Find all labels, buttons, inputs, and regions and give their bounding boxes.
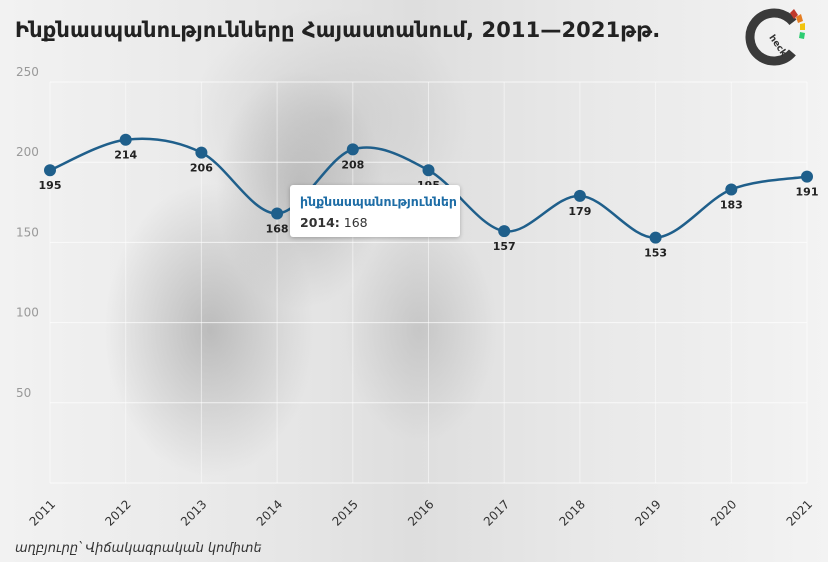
x-tick-label: 2016 [405, 497, 436, 528]
data-point [195, 146, 208, 159]
x-tick-label: 2018 [557, 497, 588, 528]
y-tick-label: 50 [16, 386, 31, 400]
markers [44, 133, 813, 244]
y-tick-label: 250 [16, 65, 39, 79]
tooltip-number: 168 [343, 215, 368, 230]
x-tick-label: 2014 [254, 497, 285, 528]
check-logo-icon: heck [745, 8, 805, 66]
source-note: աղբյուրը՝ Վիճակագրական կոմիտե [15, 541, 262, 556]
grid [49, 81, 808, 484]
data-point [346, 143, 359, 156]
data-label: 157 [493, 240, 516, 253]
data-label: 214 [114, 149, 137, 162]
x-tick-label: 2015 [329, 497, 360, 528]
x-tick-label: 2011 [27, 497, 58, 528]
data-label: 153 [644, 247, 667, 260]
y-tick-label: 150 [16, 225, 39, 239]
x-tick-label: 2019 [632, 497, 663, 528]
tooltip-year: 2014 [300, 215, 335, 230]
data-point [119, 133, 132, 146]
x-tick-label: 2017 [481, 497, 512, 528]
x-tick-label: 2021 [784, 497, 815, 528]
data-point [498, 225, 511, 238]
y-axis-ticks: 50 100 150 200 250 [16, 65, 39, 400]
data-point [422, 164, 435, 177]
data-point [271, 207, 284, 220]
chart-title: Ինքնասպանությունները Հայաստանում, 2011—2… [15, 18, 661, 42]
data-point [44, 164, 56, 177]
data-label: 191 [796, 186, 819, 199]
x-tick-label: 2020 [708, 497, 739, 528]
data-label: 183 [720, 198, 743, 211]
data-point [725, 183, 738, 196]
x-tick-label: 2013 [178, 497, 209, 528]
data-label: 208 [341, 158, 364, 171]
x-axis-ticks: 2011 2012 2013 2014 2015 2016 2017 2018 2019 2020… [27, 497, 815, 528]
data-label: 206 [190, 162, 213, 175]
data-label: 195 [39, 179, 62, 192]
data-point [649, 231, 662, 244]
tooltip-series: ինքնասպանություններ [300, 194, 457, 209]
data-point [573, 189, 586, 202]
data-label: 179 [568, 205, 591, 218]
tooltip: ինքնասպանություններ 2014: 168 [290, 185, 460, 237]
y-tick-label: 100 [16, 306, 39, 320]
tooltip-value: 2014: 168 [300, 215, 368, 230]
data-label: 168 [266, 223, 289, 236]
data-point [801, 170, 813, 183]
x-tick-label: 2012 [102, 497, 133, 528]
y-tick-label: 200 [16, 145, 39, 159]
